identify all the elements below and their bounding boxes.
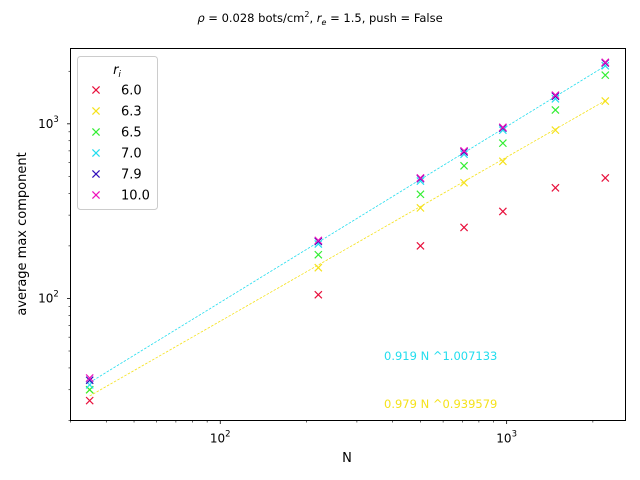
legend-marker-2	[91, 127, 101, 137]
data-point-series-0-3	[460, 223, 469, 232]
legend-frame	[77, 56, 158, 210]
data-point-series-3-2	[416, 177, 425, 186]
data-point-series-0-1	[314, 290, 323, 299]
y-axis: 102 103	[38, 70, 71, 421]
y-tick-label: 103	[38, 115, 59, 131]
legend: ri 6.0 6.3 6.5 7.0 7.9 10.0	[77, 56, 158, 210]
data-point-series-4-1	[314, 237, 323, 246]
x-tick-label: 103	[496, 430, 517, 446]
plot-area	[85, 58, 610, 405]
legend-label-5: 10.0	[121, 189, 150, 204]
data-point-series-2-2	[416, 190, 425, 199]
legend-marker-3	[91, 148, 101, 158]
legend-label-3: 7.0	[121, 147, 142, 162]
legend-marker-4	[91, 169, 101, 179]
legend-marker-1	[91, 106, 101, 116]
data-point-series-3-5	[551, 94, 560, 103]
data-point-series-4-5	[551, 92, 560, 101]
data-point-series-3-6	[601, 61, 610, 70]
data-point-series-5-5	[551, 91, 560, 100]
fit-annotations: 0.919 N ^1.007133 0.979 N ^0.939579	[384, 349, 497, 411]
data-point-series-3-3	[460, 150, 469, 159]
data-point-series-1-6	[601, 97, 610, 106]
chart-title: ρ = 0.028 bots/cm2, re = 1.5, push = Fal…	[197, 10, 442, 27]
data-point-series-5-3	[460, 146, 469, 155]
legend-label-2: 6.5	[121, 126, 142, 141]
legend-label-0: 6.0	[121, 84, 142, 99]
data-point-series-0-5	[551, 183, 560, 192]
legend-marker-5	[91, 190, 101, 200]
axes-frame	[70, 48, 626, 421]
legend-title: ri	[113, 63, 121, 80]
fit-line-0	[89, 65, 606, 383]
data-point-series-0-2	[416, 241, 425, 250]
data-point-series-2-3	[460, 161, 469, 170]
fit-line-1	[89, 100, 606, 397]
y-tick-label: 102	[38, 289, 59, 305]
data-point-series-0-4	[498, 207, 507, 216]
data-point-series-5-6	[601, 58, 610, 67]
fit-label-1: 0.979 N ^0.939579	[384, 397, 497, 411]
legend-item-1: 6.3	[91, 105, 142, 120]
legend-label-4: 7.9	[121, 168, 142, 183]
data-point-series-2-5	[551, 105, 560, 115]
legend-item-2: 6.5	[91, 126, 142, 141]
x-axis: 102 103	[70, 420, 594, 446]
data-point-series-2-6	[601, 71, 610, 80]
legend-item-4: 7.9	[91, 168, 142, 183]
data-point-series-5-1	[314, 236, 323, 245]
data-point-series-1-5	[551, 126, 560, 135]
legend-marker-0	[91, 85, 101, 95]
data-point-series-3-4	[498, 126, 507, 135]
legend-item-5: 10.0	[91, 189, 150, 204]
data-point-series-3-1	[314, 239, 323, 249]
fit-label-0: 0.919 N ^1.007133	[384, 349, 497, 363]
data-point-series-1-1	[314, 263, 323, 272]
y-axis-label: average max component	[15, 152, 30, 315]
data-point-series-1-4	[498, 157, 507, 166]
data-point-series-2-4	[498, 139, 507, 148]
data-point-series-1-2	[416, 203, 425, 212]
legend-label-1: 6.3	[121, 105, 142, 120]
data-point-series-0-0	[85, 396, 94, 405]
legend-item-3: 7.0	[91, 147, 142, 162]
x-axis-label: N	[342, 451, 352, 466]
legend-item-0: 6.0	[91, 84, 142, 99]
data-point-series-1-3	[460, 178, 469, 187]
data-point-series-4-0	[85, 376, 94, 385]
data-point-series-5-2	[416, 173, 425, 182]
data-point-series-0-6	[601, 173, 610, 182]
data-point-series-5-4	[498, 123, 507, 132]
x-tick-label: 102	[210, 430, 231, 446]
data-point-series-4-3	[460, 147, 469, 156]
data-point-series-2-1	[314, 250, 323, 259]
data-point-series-5-0	[85, 374, 94, 383]
